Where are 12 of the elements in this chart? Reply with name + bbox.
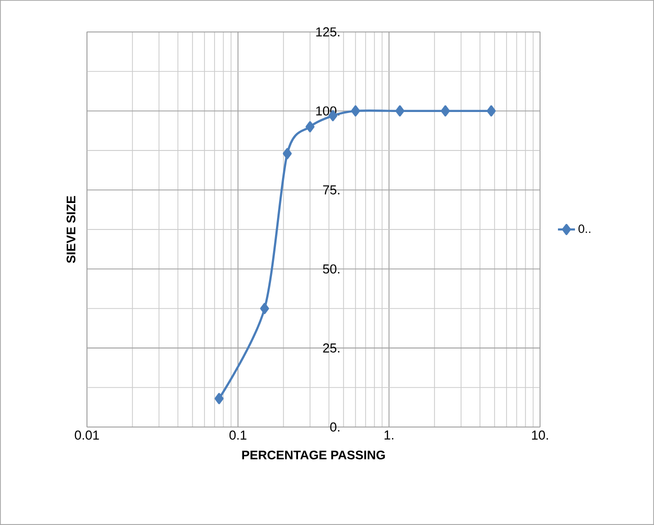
x-tick-label: 10. [532, 430, 548, 440]
legend-label: 0.. [578, 224, 590, 234]
x-tick-label: 0.1 [229, 430, 246, 440]
y-tick-label: 125. [316, 27, 340, 36]
x-tick-label: 0.01 [74, 430, 99, 440]
y-tick-label: 50. [322, 264, 340, 274]
x-axis-title: PERCENTAGE PASSING [242, 450, 385, 460]
y-tick-label: 75. [323, 185, 340, 194]
y-tick-label: 0. [330, 422, 340, 432]
x-tick-label: 1. [384, 430, 394, 440]
y-tick-label: 25. [323, 343, 340, 353]
y-axis-title: SIEVE SIZE [66, 196, 76, 264]
